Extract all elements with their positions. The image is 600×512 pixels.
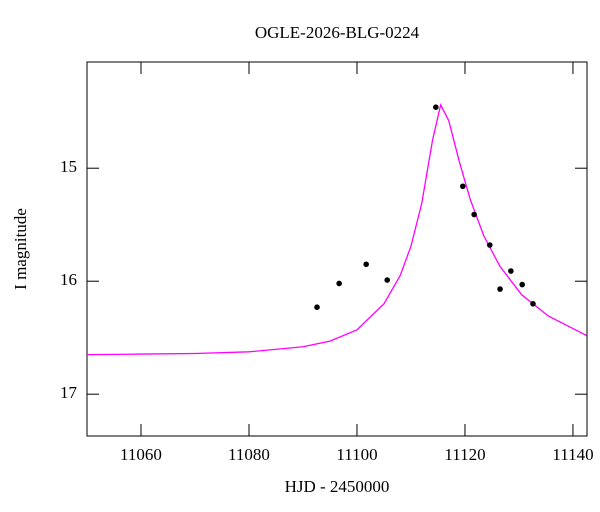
x-tick-label: 11140 bbox=[552, 445, 593, 464]
data-point bbox=[487, 242, 493, 248]
data-point bbox=[530, 301, 536, 307]
chart-title: OGLE-2026-BLG-0224 bbox=[255, 23, 420, 42]
data-point bbox=[384, 277, 391, 283]
data-point bbox=[471, 211, 477, 218]
plot-frame bbox=[86, 61, 588, 437]
x-tick-label: 11100 bbox=[336, 445, 377, 464]
data-point bbox=[497, 286, 503, 292]
data-point bbox=[363, 261, 369, 268]
x-axis-label: HJD - 2450000 bbox=[285, 477, 390, 496]
model-curve bbox=[86, 103, 587, 356]
y-tick-label: 15 bbox=[60, 157, 77, 176]
y-tick-label: 16 bbox=[60, 270, 77, 289]
x-tick-label: 11120 bbox=[444, 445, 485, 464]
data-point bbox=[508, 268, 514, 274]
data-point bbox=[336, 280, 342, 287]
data-point bbox=[433, 104, 439, 110]
x-tick-label: 11080 bbox=[228, 445, 270, 464]
x-tick-label: 11060 bbox=[120, 445, 162, 464]
y-axis-label: I magnitude bbox=[11, 208, 30, 290]
data-point bbox=[519, 281, 526, 288]
data-point bbox=[314, 304, 320, 310]
y-tick-label: 17 bbox=[60, 383, 78, 402]
data-point bbox=[460, 183, 466, 190]
